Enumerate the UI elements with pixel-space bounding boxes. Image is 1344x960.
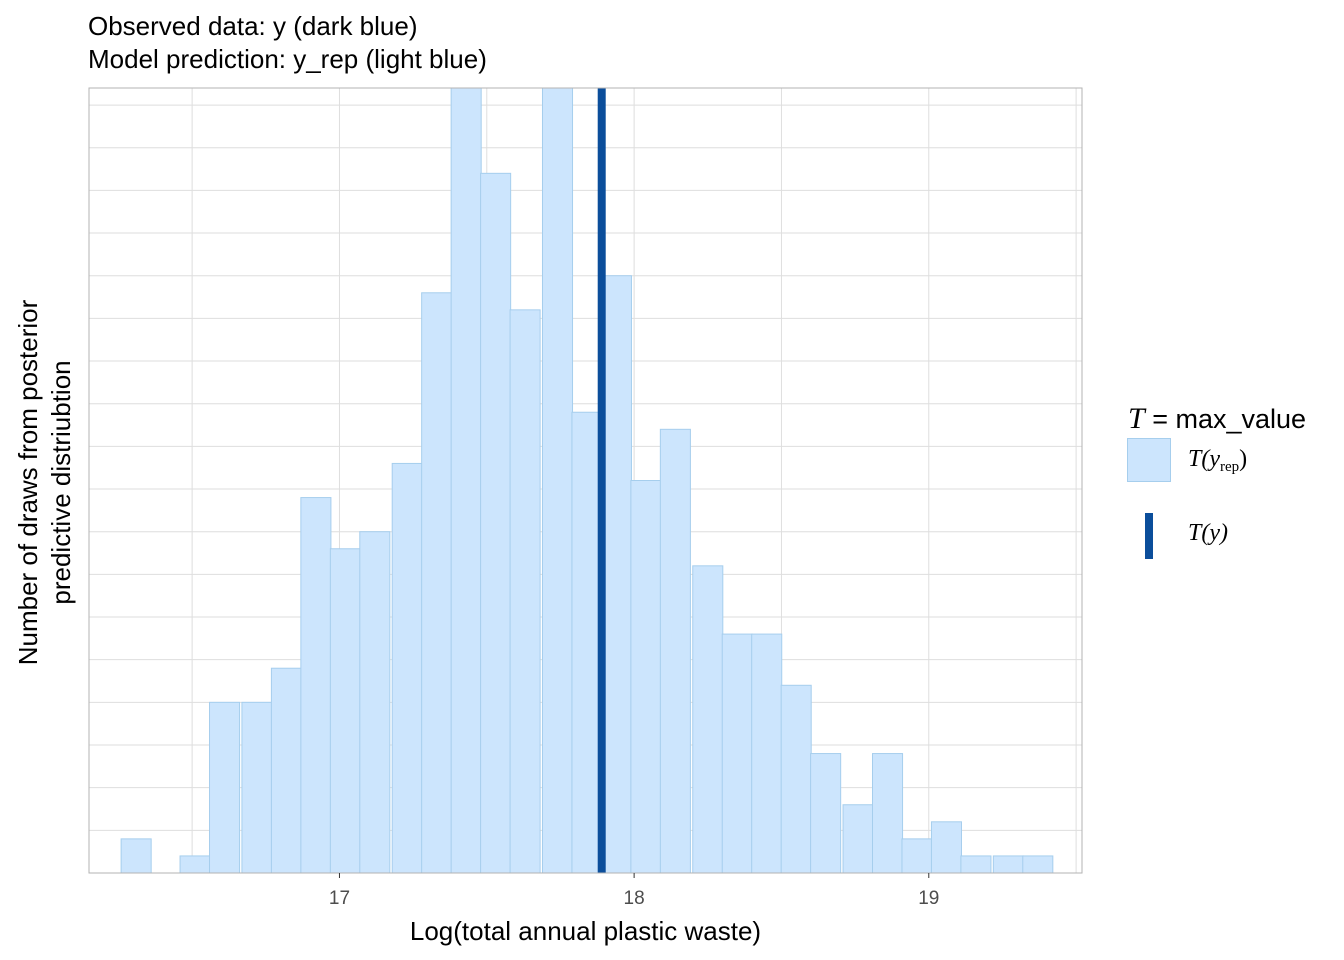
- bar-10: [421, 292, 453, 874]
- panel-border: [88, 87, 1083, 874]
- bar-20: [721, 633, 753, 874]
- bar-18: [659, 428, 691, 874]
- x-axis-ticks: 17 18 19: [329, 873, 939, 909]
- y-axis-title-line-2: predictive distriubtion: [46, 360, 76, 604]
- chart-title: Observed data: y (dark blue): [88, 11, 418, 41]
- legend-label-yrep-sub: rep: [1220, 459, 1240, 475]
- bar-23: [810, 753, 842, 874]
- bar-11: [450, 87, 482, 874]
- bar-0: [120, 838, 152, 874]
- legend-key-y: [1145, 513, 1153, 559]
- y-axis-title-line-1: Number of draws from posterior: [13, 299, 43, 665]
- legend-title-symbol: T: [1128, 402, 1145, 435]
- legend-label-yrep-main: T(y: [1188, 446, 1220, 472]
- histogram-bars: [120, 87, 1054, 874]
- bar-5: [270, 667, 302, 874]
- bar-13: [509, 309, 541, 874]
- bar-26: [901, 838, 933, 874]
- legend-key-yrep: [1127, 438, 1171, 482]
- legend-title: T = max_value: [1128, 402, 1306, 436]
- bar-9: [391, 462, 423, 874]
- bar-8: [359, 531, 391, 874]
- bar-21: [751, 633, 783, 874]
- bar-6: [300, 497, 332, 874]
- legend-label-y: T(y): [1188, 520, 1228, 547]
- bar-29: [992, 855, 1024, 874]
- legend-label-y-text: T(y): [1188, 520, 1228, 546]
- chart-subtitle: Model prediction: y_rep (light blue): [88, 44, 487, 74]
- x-axis-title: Log(total annual plastic waste): [410, 916, 761, 946]
- x-tick-label: 17: [329, 888, 350, 909]
- legend-label-yrep-end: ): [1239, 446, 1248, 472]
- bar-22: [780, 684, 812, 874]
- bar-3: [209, 701, 241, 874]
- bar-24: [842, 804, 874, 874]
- bar-19: [692, 565, 724, 874]
- bar-15: [571, 411, 603, 874]
- bar-14: [541, 87, 574, 874]
- bar-7: [329, 548, 361, 874]
- bar-17: [630, 480, 662, 874]
- x-tick-label: 19: [918, 888, 939, 909]
- bar-30: [1022, 855, 1054, 874]
- legend-label-yrep: T(yrep): [1188, 446, 1247, 476]
- x-tick-label: 18: [624, 888, 645, 909]
- legend-title-text: = max_value: [1152, 404, 1307, 434]
- bar-4: [241, 701, 273, 874]
- bar-12: [480, 172, 512, 874]
- bar-28: [960, 855, 992, 874]
- bar-27: [930, 821, 962, 874]
- bar-16: [600, 275, 632, 874]
- bar-2: [179, 855, 211, 874]
- bar-25: [871, 753, 904, 874]
